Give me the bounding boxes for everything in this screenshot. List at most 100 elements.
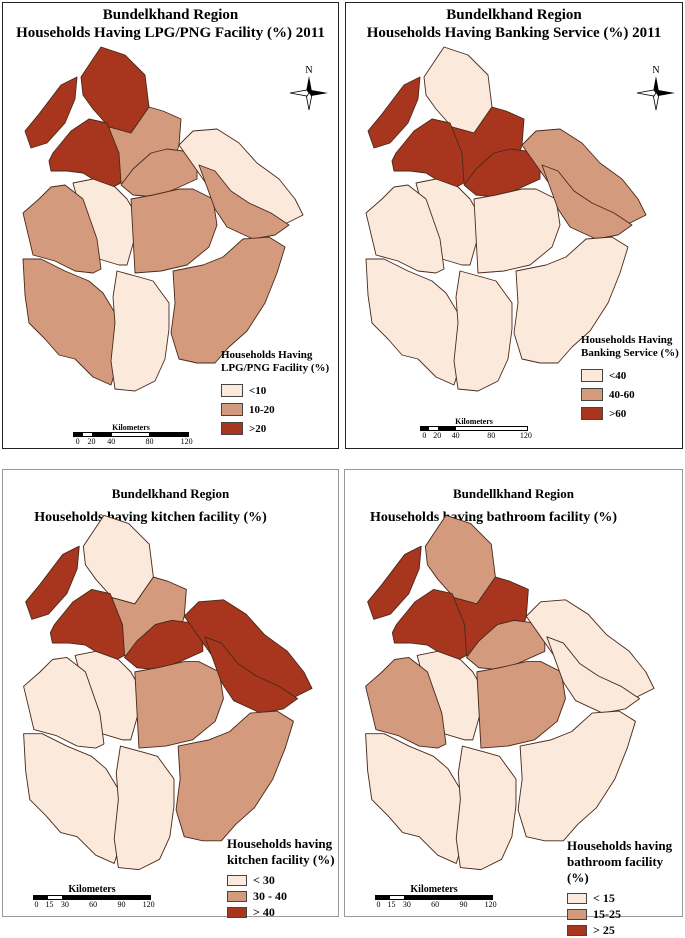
legend-title-line2: bathroom facility (%) [567, 854, 664, 885]
legend-title-line1: Households Having [581, 334, 673, 346]
legend-label: < 15 [593, 890, 615, 905]
district-d13 [175, 710, 294, 842]
north-label: N [652, 65, 660, 76]
district-map [23, 514, 313, 871]
legend-title-line1: Households having [567, 838, 673, 853]
map-title-line1: Bundelkhand Region [446, 7, 582, 23]
legend-label: 40-60 [609, 388, 635, 401]
scale-tick: 20 [87, 437, 96, 446]
legend-label: > 25 [593, 922, 615, 937]
scale-tick: 80 [145, 437, 154, 446]
district-d13 [170, 236, 286, 364]
scale-label: Kilometers [68, 884, 116, 895]
legend-swatch [581, 369, 603, 382]
district-map [365, 514, 655, 871]
scale-tick: 90 [117, 900, 126, 909]
legend-title-line1: Households having [227, 836, 333, 851]
scale-tick: 60 [89, 900, 98, 909]
map-panel-banking: Bundelkhand Region Households Having Ban… [345, 2, 683, 449]
map-title-line1: Bundelkhand Region [111, 486, 230, 501]
map-panel-bathroom: Bundellkhand Region Households having ba… [344, 469, 683, 937]
legend-item: > 25 [567, 922, 682, 938]
map-title-line2: Households Having Banking Service (%) 20… [366, 25, 662, 41]
legend-swatch [567, 924, 587, 936]
district-d7 [473, 188, 561, 274]
scale-tick: 80 [487, 431, 496, 440]
district-d12 [110, 270, 170, 392]
scale-tick: 0 [75, 437, 80, 446]
district-d10 [23, 656, 105, 749]
district-d1 [25, 545, 80, 620]
district-d7 [476, 661, 566, 749]
district-d9 [204, 636, 299, 714]
legend-item: < 30 [227, 872, 335, 888]
district-d10 [365, 184, 445, 274]
district-d7 [134, 661, 224, 749]
legend-label: <40 [609, 369, 627, 382]
scale-tick: 120 [484, 900, 497, 909]
district-d9 [546, 636, 641, 714]
district-d1 [367, 545, 422, 620]
map-legend: Households Having Banking Service (%) <4… [581, 334, 679, 423]
legend-item: <10 [221, 381, 329, 400]
scale-tick: 15 [387, 900, 396, 909]
scale-label: Kilometers [112, 423, 150, 432]
district-map [22, 46, 304, 392]
district-d10 [365, 656, 447, 749]
legend-item: > 40 [227, 904, 335, 920]
scale-bar: Kilometers 0 20 40 80 120 [420, 417, 532, 441]
district-d12 [453, 270, 513, 392]
legend-label: >20 [249, 422, 267, 435]
scale-tick: 120 [519, 431, 532, 440]
legend-swatch [581, 407, 603, 420]
legend-item: 30 - 40 [227, 888, 335, 904]
legend-title-line2: kitchen facility (%) [227, 852, 335, 867]
scale-tick: 0 [422, 431, 427, 440]
scale-bar: Kilometers 0 20 40 80 120 [73, 423, 193, 447]
scale-tick: 30 [60, 900, 69, 909]
legend-label: 30 - 40 [253, 888, 287, 903]
legend-label: > 40 [253, 904, 275, 919]
legend-swatch [567, 908, 587, 920]
district-d1 [24, 76, 78, 149]
map-panel-lpg: Bundelkhand Region Households Having LPG… [2, 2, 339, 449]
scale-tick: 0 [376, 900, 381, 909]
map-title-line1: Bundelkhand Region [102, 7, 239, 23]
scale-tick: 30 [402, 900, 411, 909]
scale-label: Kilometers [455, 417, 493, 426]
district-d9 [541, 164, 633, 240]
legend-swatch [567, 892, 587, 904]
map-title-line1: Bundellkhand Region [452, 486, 575, 501]
map-title-line2: Households having bathroom facility (%) [369, 510, 618, 525]
district-map [365, 46, 647, 392]
scale-tick: 90 [459, 900, 468, 909]
scale-tick: 20 [433, 431, 442, 440]
scale-tick: 15 [45, 900, 54, 909]
legend-label: 15-25 [593, 906, 621, 921]
district-d11 [23, 733, 126, 864]
legend-title-line1: Households Having [221, 349, 313, 361]
legend-item: >20 [221, 419, 329, 438]
scale-bar: Kilometers 0 15 30 60 90 120 [375, 884, 497, 910]
north-arrow-icon: N [289, 65, 328, 115]
district-d12 [455, 745, 517, 871]
map-legend: Households Having LPG/PNG Facility (%) <… [221, 349, 329, 438]
legend-item: <40 [581, 366, 679, 385]
legend-swatch [221, 403, 243, 416]
north-arrow-icon: N [636, 65, 675, 115]
map-title-line2: Households Having LPG/PNG Facility (%) 2… [16, 25, 325, 41]
legend-title-line2: LPG/PNG Facility (%) [221, 362, 330, 374]
legend-swatch [581, 388, 603, 401]
district-d12 [113, 745, 175, 871]
legend-label: <10 [249, 384, 267, 397]
map-legend: Households having bathroom facility (%) … [567, 838, 682, 938]
scale-tick: 40 [451, 431, 460, 440]
north-label: N [305, 65, 313, 76]
legend-label: < 30 [253, 872, 275, 887]
district-d13 [513, 236, 629, 364]
legend-label: 10-20 [249, 403, 275, 416]
legend-swatch [227, 874, 247, 886]
legend-title-line2: Banking Service (%) [581, 347, 679, 359]
district-d13 [517, 710, 636, 842]
legend-item: 15-25 [567, 906, 682, 922]
